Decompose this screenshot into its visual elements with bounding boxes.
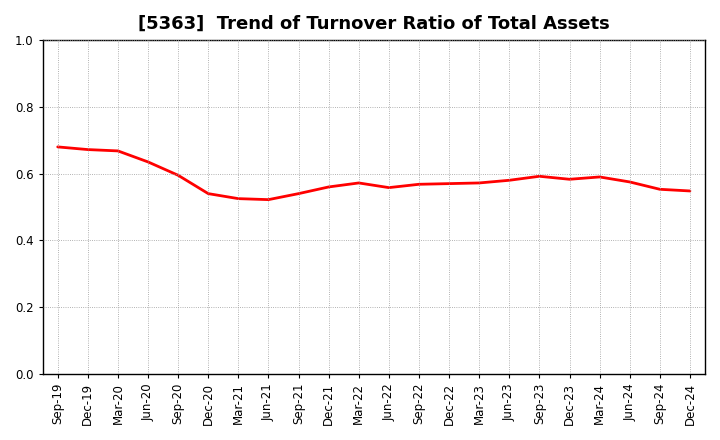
Title: [5363]  Trend of Turnover Ratio of Total Assets: [5363] Trend of Turnover Ratio of Total … — [138, 15, 610, 33]
